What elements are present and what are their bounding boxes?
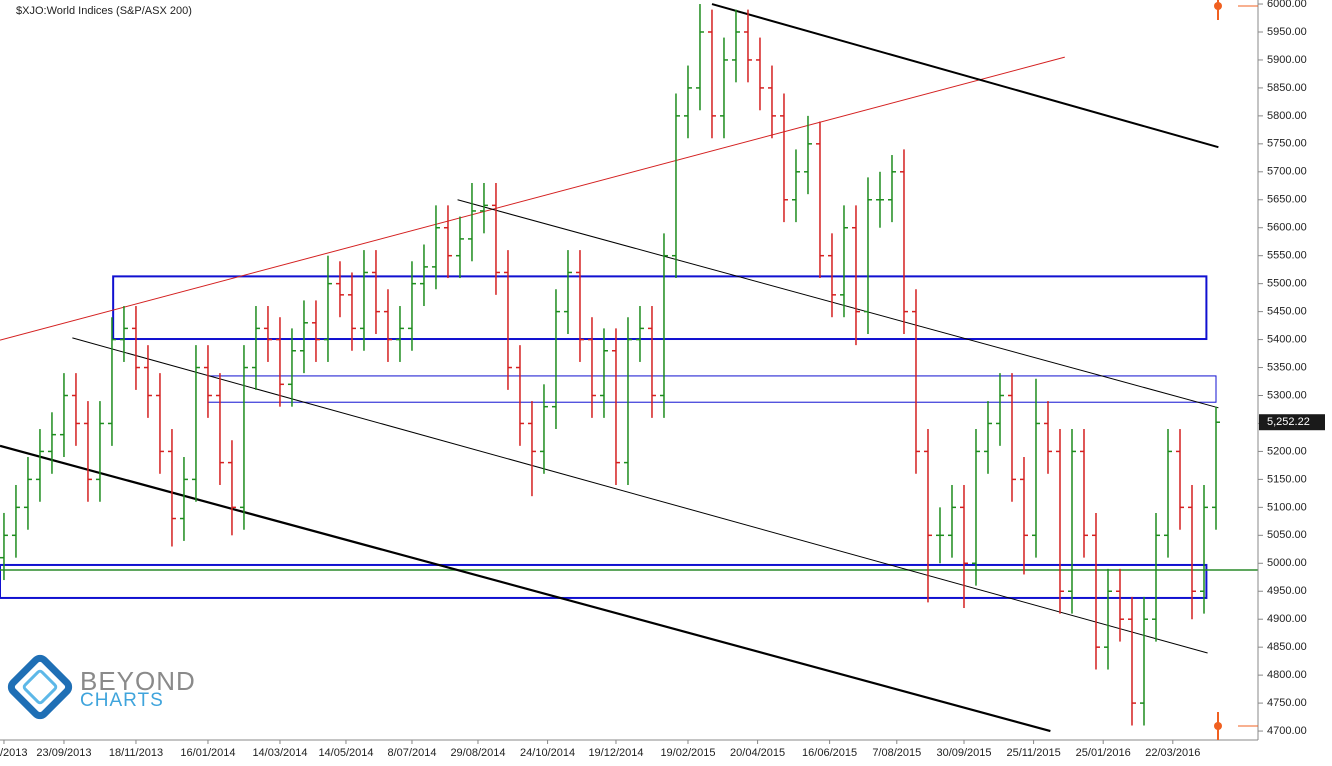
y-tick-label: 5350.00 [1267,361,1307,373]
bars [0,4,1220,726]
y-tick-label: 5200.00 [1267,445,1307,457]
marker [1214,2,1222,10]
y-tick-label: 5700.00 [1267,166,1307,178]
trend-line [711,3,1219,149]
markers [1214,0,1258,740]
zone [112,275,1208,341]
y-tick-label: 5100.00 [1267,501,1307,513]
y-tick-label: 4750.00 [1267,697,1307,709]
x-tick-label: 16/01/2014 [180,747,235,759]
x-tick-label: 16/06/2015 [802,747,857,759]
y-tick-label: 5550.00 [1267,250,1307,262]
x-tick-label: 29/08/2014 [450,747,505,759]
x-tick-label: 19/12/2014 [588,747,643,759]
y-tick-label: 5950.00 [1267,26,1307,38]
x-tick-label: 18/11/2013 [109,747,163,759]
last-price-tag [1259,414,1325,431]
x-tick-label: 14/05/2014 [318,747,373,759]
x-tick-label: 30/09/2015 [936,747,991,759]
y-tick-label: 5850.00 [1267,82,1307,94]
y-tick-label: 6000.00 [1267,0,1307,10]
x-tick-label: 25/11/2015 [1006,747,1060,759]
x-tick-label: 19/02/2015 [660,747,715,759]
trend-line [72,337,1208,654]
y-tick-label: 5500.00 [1267,278,1307,290]
x-tick-label: 7/08/2015 [872,747,921,759]
y-tick-label: 5300.00 [1267,389,1307,401]
y-tick-label: 4900.00 [1267,613,1307,625]
x-tick-label: 25/01/2016 [1076,747,1131,759]
zone [0,563,1208,599]
logo-mark [7,654,73,720]
y-tick-label: 4800.00 [1267,669,1307,681]
y-tick-label: 5800.00 [1267,110,1307,122]
last-price-label: 5,252.22 [1267,416,1310,428]
trend-line [457,199,1219,409]
y-tick-label: 5900.00 [1267,54,1307,66]
chart-title: $XJO:World Indices (S&P/ASX 200) [16,5,192,17]
marker [1214,722,1222,730]
x-tick-label: 8/07/2014 [388,747,437,759]
y-tick-label: 4700.00 [1267,725,1307,737]
x-tick-label: /2013 [0,747,28,759]
trend-line [0,444,1051,733]
x-tick-label: 24/10/2014 [520,747,575,759]
y-tick-label: 5450.00 [1267,306,1307,318]
y-tick-label: 5750.00 [1267,138,1307,150]
logo: BEYOND CHARTS [7,654,196,720]
y-tick-label: 5400.00 [1267,333,1307,345]
x-tick-label: 23/09/2013 [36,747,91,759]
y-tick-label: 4850.00 [1267,641,1307,653]
logo-text: CHARTS [80,690,164,711]
x-tick-label: 14/03/2014 [252,747,307,759]
x-tick-label: 22/03/2016 [1145,747,1200,759]
y-tick-label: 5000.00 [1267,557,1307,569]
trend-line [0,56,1065,341]
logo-mark [22,669,58,705]
x-tick-label: 20/04/2015 [730,747,785,759]
logo-text: BEYOND [80,666,196,696]
y-tick-label: 5650.00 [1267,194,1307,206]
y-tick-label: 5050.00 [1267,529,1307,541]
y-tick-label: 5600.00 [1267,222,1307,234]
y-tick-label: 4950.00 [1267,585,1307,597]
y-tick-label: 5150.00 [1267,473,1307,485]
